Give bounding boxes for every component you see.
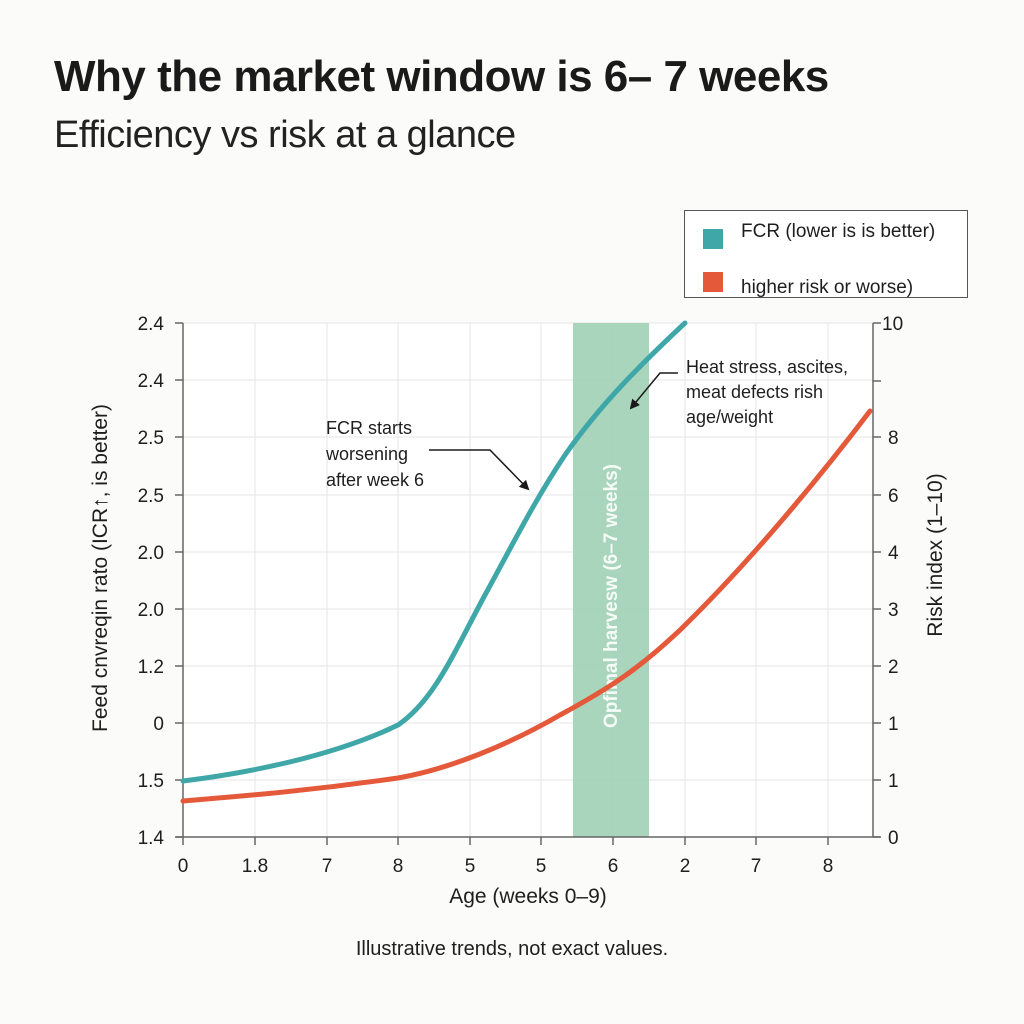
- legend-swatch-fcr-icon: [703, 229, 723, 249]
- svg-text:6: 6: [608, 856, 619, 877]
- left-axis-ticks: [175, 322, 183, 838]
- right-tick-labels: 10 8 6 4 3 2 1 1 0: [882, 314, 903, 849]
- svg-text:1.5: 1.5: [138, 771, 164, 792]
- svg-text:8: 8: [393, 856, 404, 877]
- axes: [176, 323, 880, 838]
- svg-text:6: 6: [888, 486, 899, 507]
- plot-area: [183, 323, 873, 837]
- chart-subtitle: Efficiency vs risk at a glance: [54, 114, 516, 156]
- legend: FCR (lower is is better) higher risk or …: [684, 210, 968, 298]
- fcr-annotation-arrow-icon: [429, 449, 530, 491]
- svg-text:2: 2: [888, 657, 899, 678]
- footnote: Illustrative trends, not exact values.: [355, 938, 669, 960]
- optimal-harvest-band-label: Opfimal harvesw (6–7 weeks): [601, 464, 622, 728]
- risk-series-line: [180, 408, 873, 804]
- risk-annotation: Heat stress, ascites, meat defects rish …: [686, 357, 848, 427]
- legend-item-fcr: FCR (lower is is better): [703, 221, 935, 249]
- svg-text:after week 6: after week 6: [326, 470, 424, 490]
- svg-text:0: 0: [178, 856, 189, 877]
- x-axis-ticks: [182, 837, 829, 845]
- svg-text:1: 1: [888, 714, 899, 735]
- svg-text:1.2: 1.2: [138, 657, 164, 678]
- risk-annotation-arrow-icon: [629, 372, 678, 410]
- x-axis-label: Age (weeks 0–9): [449, 885, 607, 908]
- legend-label-fcr: FCR (lower is is better): [741, 221, 936, 242]
- fcr-annotation: FCR starts worsening after week 6: [325, 418, 424, 490]
- legend-swatch-risk-icon: [703, 272, 723, 292]
- svg-text:2.0: 2.0: [138, 543, 164, 564]
- y-left-axis-label: Feed cnvreqin rato (ICR↑, is better): [89, 404, 112, 732]
- fcr-series-line: [180, 320, 688, 784]
- svg-text:1.8: 1.8: [242, 856, 268, 877]
- y-right-axis-label: Risk index (1–10): [924, 473, 947, 636]
- svg-text:1.4: 1.4: [138, 828, 165, 849]
- svg-text:Heat stress, ascites,: Heat stress, ascites,: [686, 357, 848, 377]
- svg-text:1: 1: [888, 771, 899, 792]
- svg-text:2.4: 2.4: [138, 371, 165, 392]
- svg-text:2.0: 2.0: [138, 600, 164, 621]
- svg-text:0: 0: [888, 828, 899, 849]
- right-axis-ticks: [873, 322, 881, 838]
- svg-text:5: 5: [465, 856, 476, 877]
- svg-text:2: 2: [680, 856, 691, 877]
- svg-text:age/weight: age/weight: [686, 407, 773, 427]
- svg-text:3: 3: [888, 600, 899, 621]
- legend-label-risk: higher risk or worse): [741, 277, 914, 298]
- svg-text:2.5: 2.5: [138, 428, 164, 449]
- x-tick-labels: 0 1.8 7 8 5 5 6 2 7 8: [178, 856, 834, 877]
- svg-text:FCR starts: FCR starts: [326, 418, 412, 438]
- svg-text:8: 8: [823, 856, 834, 877]
- svg-text:2.4: 2.4: [138, 314, 165, 335]
- legend-item-risk: higher risk or worse): [703, 265, 913, 299]
- svg-text:7: 7: [751, 856, 762, 877]
- svg-text:worsening: worsening: [325, 444, 408, 464]
- svg-text:10: 10: [882, 314, 903, 335]
- svg-text:4: 4: [888, 543, 899, 564]
- svg-text:meat defects rish: meat defects rish: [686, 382, 823, 402]
- svg-text:2.5: 2.5: [138, 486, 164, 507]
- svg-text:5: 5: [536, 856, 547, 877]
- svg-text:7: 7: [322, 856, 333, 877]
- svg-text:8: 8: [888, 428, 899, 449]
- chart-title: Why the market window is 6– 7 weeks: [54, 52, 829, 101]
- left-tick-labels: 2.4 2.4 2.5 2.5 2.0 2.0 1.2 0 1.5 1.4: [138, 314, 165, 849]
- svg-text:0: 0: [153, 714, 164, 735]
